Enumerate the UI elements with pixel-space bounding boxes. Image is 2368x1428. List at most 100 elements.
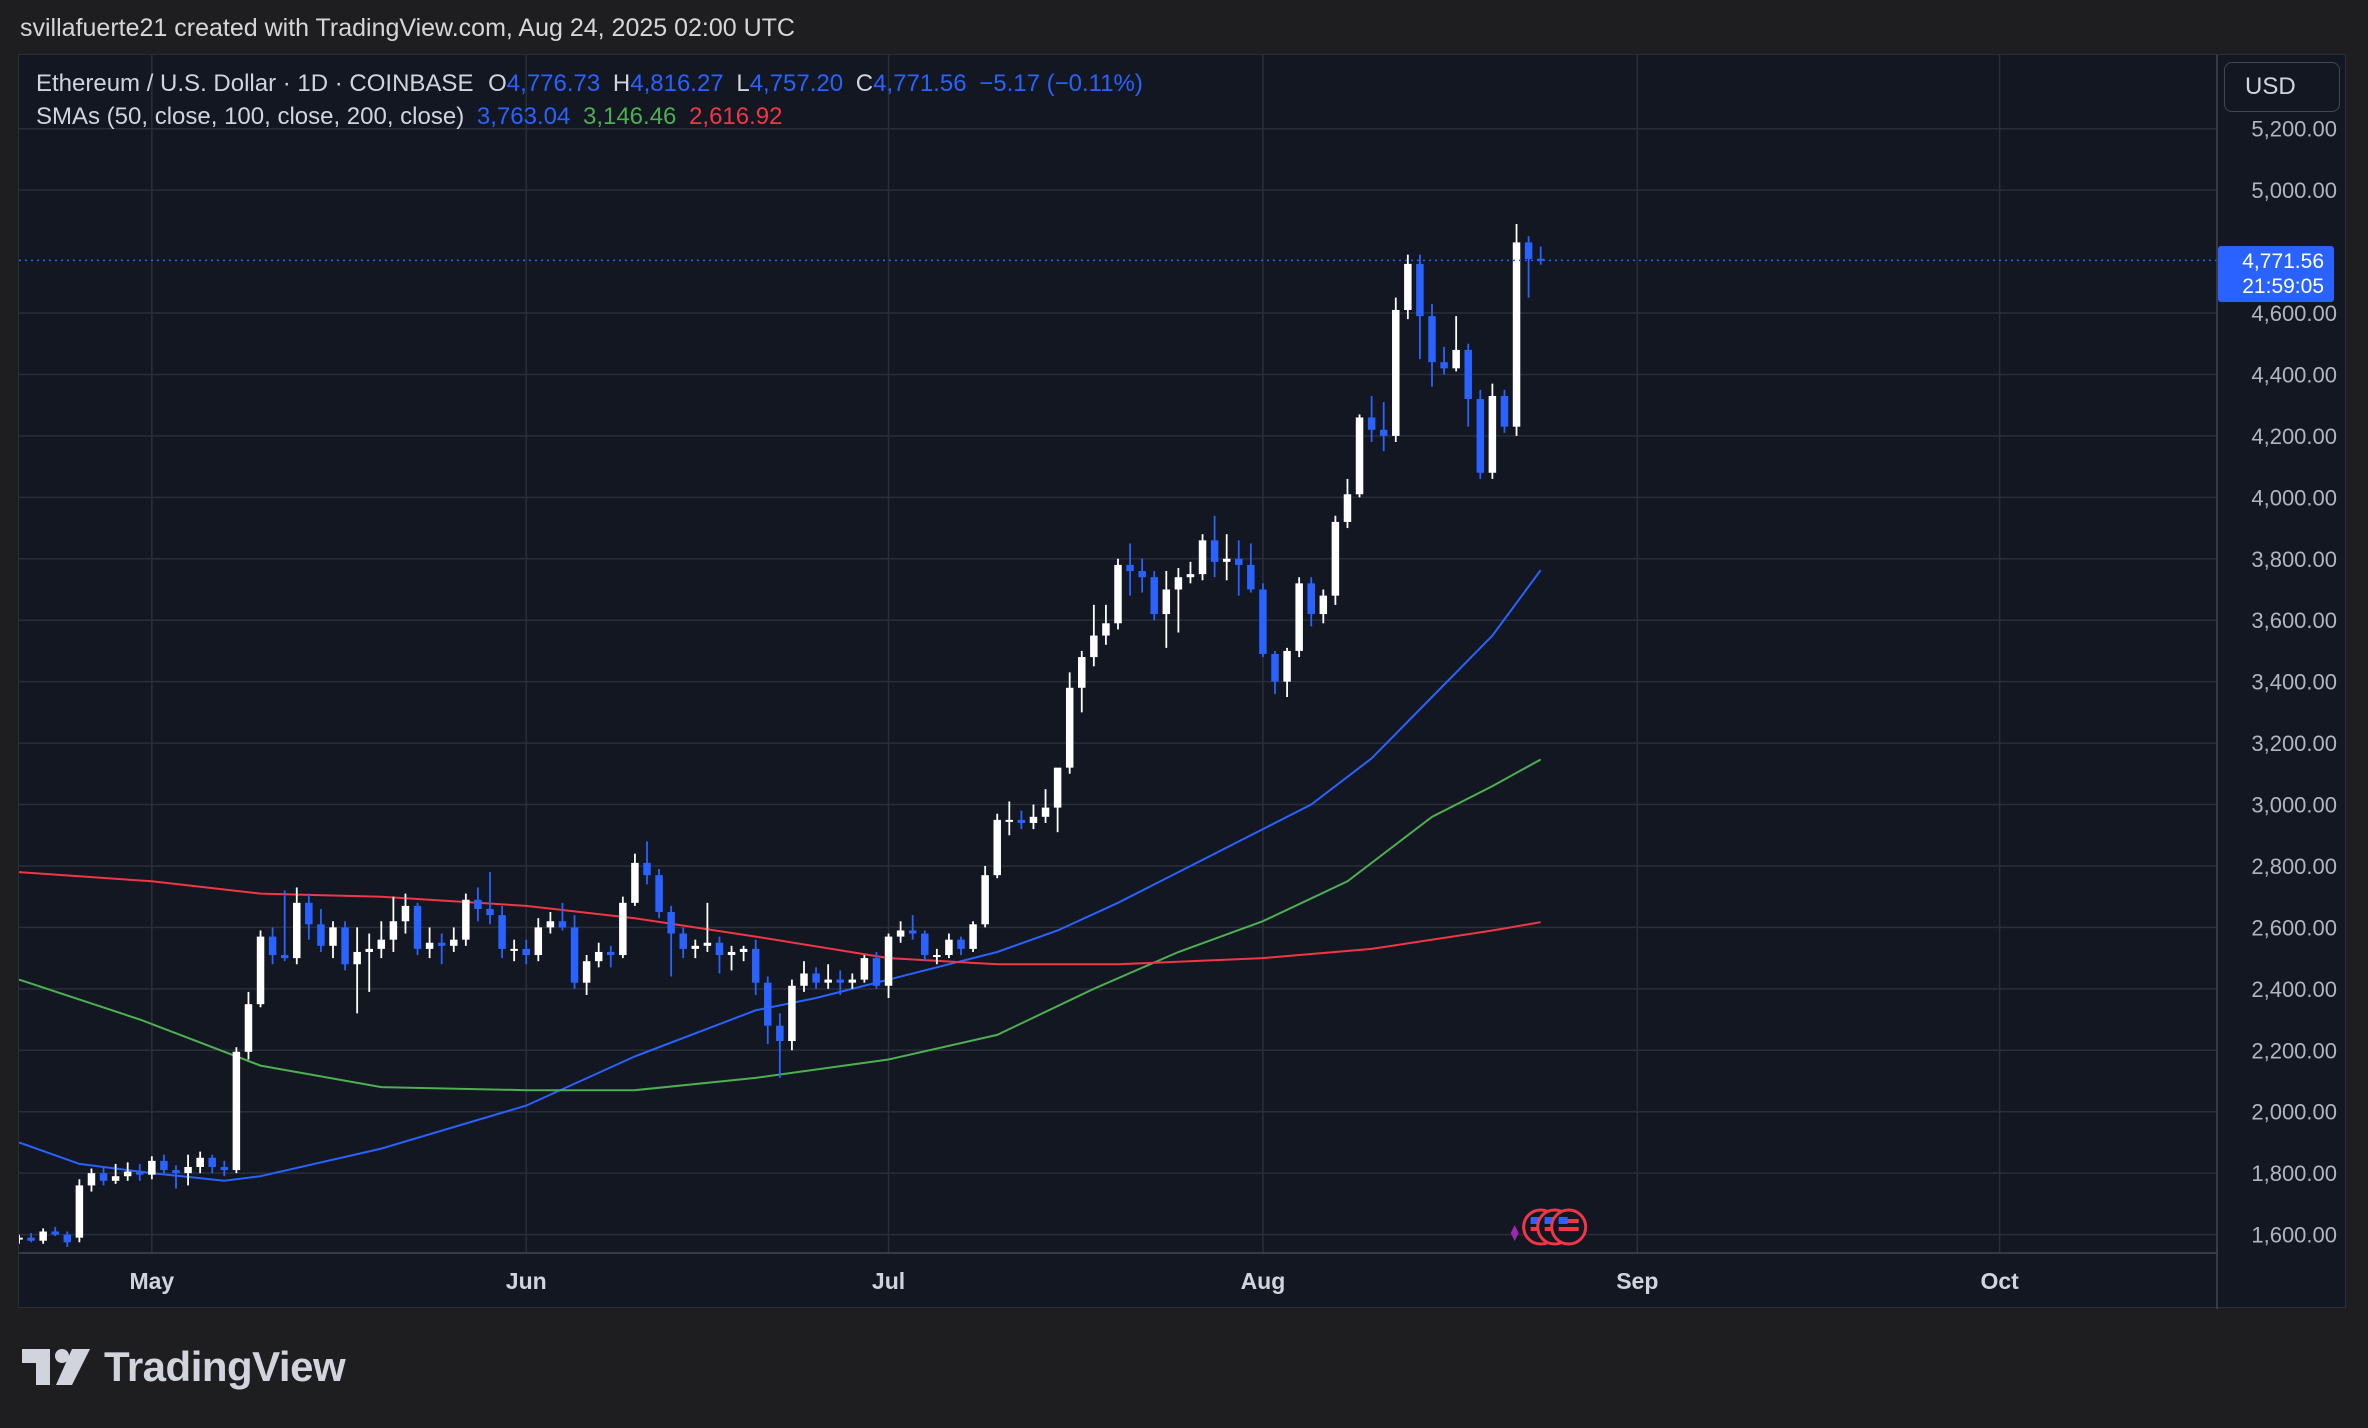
candle xyxy=(1222,534,1231,581)
candle-body xyxy=(498,915,506,949)
candle xyxy=(1476,389,1485,479)
candle-body xyxy=(305,902,313,925)
candle-body xyxy=(450,939,458,946)
candle xyxy=(1404,254,1412,320)
price-tick-label: 5,200.00 xyxy=(2251,117,2337,142)
candle-body xyxy=(800,973,808,986)
candle-body xyxy=(631,862,639,903)
candle-body xyxy=(812,973,820,983)
candle xyxy=(691,939,700,959)
candle xyxy=(981,865,989,928)
time-tick-label: Aug xyxy=(1241,1268,1286,1294)
flag-stripe xyxy=(1558,1219,1579,1223)
candle xyxy=(486,872,494,925)
candle xyxy=(703,902,712,952)
candle xyxy=(389,896,398,952)
candle-body xyxy=(317,924,325,946)
candle-body xyxy=(945,939,953,956)
candle-body xyxy=(570,927,579,983)
candle-body xyxy=(546,921,555,928)
candle xyxy=(1392,297,1400,443)
tradingview-logo-text: TradingView xyxy=(104,1343,346,1390)
candle xyxy=(1247,543,1255,593)
candle-body xyxy=(1392,309,1400,436)
candle-body xyxy=(341,927,349,965)
sma-label[interactable]: SMAs (50, close, 100, close, 200, close) xyxy=(36,103,465,130)
candle xyxy=(256,930,265,1008)
candle xyxy=(63,1231,72,1247)
candle xyxy=(921,930,929,962)
candle xyxy=(1331,515,1340,605)
candle xyxy=(884,933,893,999)
candle-body xyxy=(1150,577,1158,615)
currency-selector[interactable]: USD xyxy=(2224,62,2340,112)
candle-body xyxy=(184,1166,192,1174)
candle-body xyxy=(293,902,301,959)
candle xyxy=(1307,577,1315,627)
candle-body xyxy=(1307,583,1315,615)
tradingview-logo-icon xyxy=(22,1349,90,1385)
candle-body xyxy=(1524,242,1533,259)
candle-body xyxy=(1367,417,1376,430)
candle-body xyxy=(208,1157,216,1167)
candle xyxy=(437,933,446,965)
candle xyxy=(51,1226,59,1237)
candle xyxy=(619,896,627,959)
candle xyxy=(1041,789,1050,823)
candle xyxy=(87,1168,96,1192)
candle xyxy=(1428,303,1436,387)
price-chart[interactable]: 1,600.00 1,800.00 2,000.00 2,200.00 2,400.00… xyxy=(19,55,2347,1309)
candle-body xyxy=(425,942,434,949)
candle-body xyxy=(751,948,760,983)
tradingview-logo[interactable]: TradingView xyxy=(22,1342,346,1392)
candle-body xyxy=(1379,429,1388,436)
sma-line-2 xyxy=(19,758,1542,1092)
candle-body xyxy=(872,958,881,986)
candle-body xyxy=(1428,316,1436,363)
candle xyxy=(667,905,675,977)
candle-body xyxy=(196,1157,204,1167)
candle-body xyxy=(329,927,337,946)
candle xyxy=(341,921,349,971)
chart-frame[interactable]: 1,600.00 1,800.00 2,000.00 2,200.00 2,400.00… xyxy=(18,54,2347,1309)
symbol-label[interactable]: Ethereum / U.S. Dollar · 1D · COINBASE xyxy=(36,70,474,97)
candle-body xyxy=(1210,540,1219,562)
candle-body xyxy=(1005,819,1014,822)
candle-body xyxy=(1452,349,1460,369)
candle xyxy=(305,893,313,940)
time-tick-label: Oct xyxy=(1980,1268,2019,1294)
time-tick-label: May xyxy=(129,1268,174,1294)
candle xyxy=(1295,577,1303,658)
candle xyxy=(1283,647,1291,698)
candle xyxy=(739,945,748,962)
candle xyxy=(607,945,615,968)
candle xyxy=(353,927,361,1014)
candle xyxy=(99,1166,108,1186)
candle xyxy=(522,939,530,965)
candle-body xyxy=(220,1166,229,1171)
candle xyxy=(969,921,977,952)
price-tag-countdown: 21:59:05 xyxy=(2242,275,2324,298)
candle xyxy=(558,902,567,931)
sparkle-icon xyxy=(1510,1225,1519,1241)
candle xyxy=(1259,583,1267,658)
sma50-value: 3,763.04 xyxy=(476,103,571,130)
candle-body xyxy=(848,979,857,983)
candle xyxy=(860,955,869,983)
low-value: 4,757.20 xyxy=(749,70,844,97)
candle xyxy=(872,951,881,989)
candle-body xyxy=(99,1173,108,1181)
candle xyxy=(160,1154,168,1174)
candle xyxy=(1524,236,1533,298)
candle-body xyxy=(19,1237,23,1240)
candle-body xyxy=(87,1173,96,1186)
candle-body xyxy=(764,982,772,1026)
candle-body xyxy=(1488,395,1497,473)
candle xyxy=(498,905,506,959)
candle xyxy=(908,915,917,940)
candle xyxy=(1500,389,1509,433)
candle xyxy=(111,1163,120,1184)
currency-label: USD xyxy=(2245,73,2296,100)
sma-line-1 xyxy=(19,569,1542,1182)
candle-body xyxy=(136,1171,144,1175)
